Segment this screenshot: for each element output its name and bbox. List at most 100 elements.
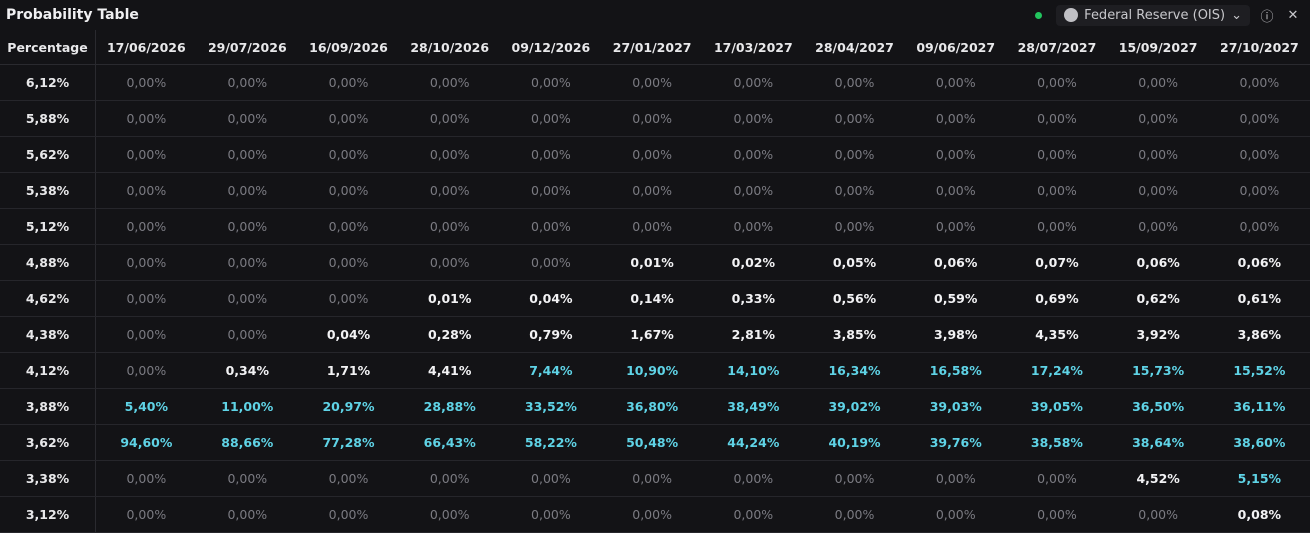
- probability-cell: 0,00%: [1107, 136, 1209, 173]
- probability-cell: 0,00%: [297, 172, 400, 209]
- table-row: 3,12% 0,00% 0,00% 0,00% 0,00% 0,00% 0,00% 0,00%…: [0, 496, 1310, 533]
- rate-label: 6,12%: [0, 64, 96, 101]
- probability-cell: 15,52%: [1208, 352, 1310, 389]
- rate-label: 5,88%: [0, 100, 96, 137]
- rate-label: 4,38%: [0, 316, 96, 353]
- probability-cell: 28,88%: [399, 388, 501, 425]
- column-header: 17/06/2026: [95, 30, 197, 65]
- column-header: 28/07/2027: [1006, 30, 1108, 65]
- probability-cell: 0,07%: [1006, 244, 1108, 281]
- table-row: 3,38% 0,00% 0,00% 0,00% 0,00% 0,00% 0,00% 0,00%…: [0, 460, 1310, 497]
- source-label: Federal Reserve (OIS): [1084, 7, 1226, 23]
- probability-cell: 36,80%: [601, 388, 703, 425]
- probability-cell: 0,00%: [1208, 172, 1310, 209]
- probability-cell: 15,73%: [1107, 352, 1209, 389]
- probability-cell: 0,00%: [905, 496, 1007, 533]
- probability-cell: 0,00%: [905, 136, 1007, 173]
- probability-cell: 0,00%: [196, 496, 298, 533]
- probability-cell: 33,52%: [500, 388, 602, 425]
- probability-cell: 5,15%: [1208, 460, 1310, 497]
- probability-cell: 0,00%: [399, 64, 501, 101]
- rate-label: 5,38%: [0, 172, 96, 209]
- probability-cell: 0,00%: [500, 244, 602, 281]
- probability-cell: 0,00%: [297, 136, 400, 173]
- rate-label: 4,62%: [0, 280, 96, 317]
- probability-cell: 66,43%: [399, 424, 501, 461]
- probability-cell: 0,00%: [1107, 172, 1209, 209]
- probability-cell: 0,00%: [95, 208, 197, 245]
- probability-cell: 0,00%: [500, 172, 602, 209]
- probability-cell: 0,00%: [297, 460, 400, 497]
- probability-cell: 0,00%: [803, 208, 906, 245]
- probability-cell: 1,67%: [601, 316, 703, 353]
- probability-cell: 16,34%: [803, 352, 906, 389]
- probability-cell: 0,00%: [905, 100, 1007, 137]
- table-body: 6,12% 0,00% 0,00% 0,00% 0,00% 0,00% 0,00% 0,00%…: [0, 64, 1310, 533]
- probability-cell: 0,00%: [196, 100, 298, 137]
- probability-cell: 0,59%: [905, 280, 1007, 317]
- probability-cell: 36,50%: [1107, 388, 1209, 425]
- table-row: 5,12% 0,00% 0,00% 0,00% 0,00% 0,00% 0,00% 0,00%…: [0, 208, 1310, 245]
- fed-icon: [1064, 8, 1079, 22]
- status-dot: [1035, 11, 1043, 19]
- probability-cell: 0,00%: [803, 172, 906, 209]
- help-button[interactable]: ⓘ: [1260, 9, 1274, 25]
- probability-cell: 0,00%: [1006, 64, 1108, 101]
- probability-table: Percentage 17/06/2026 29/07/2026 16/09/2026…: [0, 30, 1310, 533]
- probability-cell: 0,00%: [95, 280, 197, 317]
- probability-cell: 0,00%: [399, 460, 501, 497]
- probability-cell: 0,00%: [702, 460, 804, 497]
- probability-cell: 0,62%: [1107, 280, 1209, 317]
- probability-cell: 77,28%: [297, 424, 400, 461]
- probability-cell: 2,81%: [702, 316, 804, 353]
- probability-cell: 39,76%: [905, 424, 1007, 461]
- probability-cell: 0,00%: [905, 208, 1007, 245]
- probability-cell: 0,00%: [399, 136, 501, 173]
- probability-cell: 0,00%: [196, 280, 298, 317]
- probability-cell: 0,00%: [601, 208, 703, 245]
- header-row: Percentage 17/06/2026 29/07/2026 16/09/2026…: [0, 30, 1310, 65]
- probability-cell: 0,00%: [1006, 208, 1108, 245]
- probability-cell: 0,00%: [196, 208, 298, 245]
- source-dropdown[interactable]: Federal Reserve (OIS) ⌄: [1056, 4, 1250, 26]
- rate-label: 3,38%: [0, 460, 96, 497]
- probability-cell: 0,00%: [803, 136, 906, 173]
- probability-cell: 0,00%: [297, 244, 400, 281]
- probability-cell: 94,60%: [95, 424, 197, 461]
- column-header: 09/12/2026: [500, 30, 602, 65]
- panel-title: Probability Table: [6, 7, 139, 23]
- probability-cell: 0,00%: [702, 136, 804, 173]
- probability-cell: 0,00%: [803, 496, 906, 533]
- probability-cell: 0,00%: [399, 100, 501, 137]
- table-row: 5,62% 0,00% 0,00% 0,00% 0,00% 0,00% 0,00% 0,00%…: [0, 136, 1310, 173]
- close-button[interactable]: ✕: [1287, 7, 1299, 23]
- probability-cell: 38,64%: [1107, 424, 1209, 461]
- probability-cell: 0,69%: [1006, 280, 1108, 317]
- probability-cell: 0,00%: [702, 172, 804, 209]
- probability-cell: 0,00%: [399, 244, 501, 281]
- probability-cell: 0,00%: [1208, 100, 1310, 137]
- probability-cell: 0,06%: [1107, 244, 1209, 281]
- probability-cell: 0,00%: [905, 172, 1007, 209]
- probability-cell: 0,00%: [803, 100, 906, 137]
- rate-label: 3,12%: [0, 496, 96, 533]
- probability-cell: 0,00%: [399, 208, 501, 245]
- probability-cell: 0,00%: [95, 64, 197, 101]
- probability-cell: 0,00%: [95, 460, 197, 497]
- probability-cell: 39,02%: [803, 388, 906, 425]
- probability-cell: 1,71%: [297, 352, 400, 389]
- table-row: 5,38% 0,00% 0,00% 0,00% 0,00% 0,00% 0,00% 0,00%…: [0, 172, 1310, 209]
- probability-cell: 0,00%: [95, 244, 197, 281]
- probability-cell: 3,92%: [1107, 316, 1209, 353]
- probability-cell: 0,61%: [1208, 280, 1310, 317]
- table-row: 3,88% 5,40% 11,00% 20,97% 28,88% 33,52% 36,80%…: [0, 388, 1310, 425]
- column-header: 27/10/2027: [1208, 30, 1310, 65]
- probability-cell: 0,00%: [1006, 136, 1108, 173]
- probability-cell: 58,22%: [500, 424, 602, 461]
- probability-cell: 0,00%: [196, 64, 298, 101]
- probability-cell: 0,00%: [95, 352, 197, 389]
- probability-cell: 0,00%: [95, 316, 197, 353]
- probability-cell: 0,00%: [601, 496, 703, 533]
- probability-cell: 0,04%: [297, 316, 400, 353]
- probability-cell: 0,00%: [500, 136, 602, 173]
